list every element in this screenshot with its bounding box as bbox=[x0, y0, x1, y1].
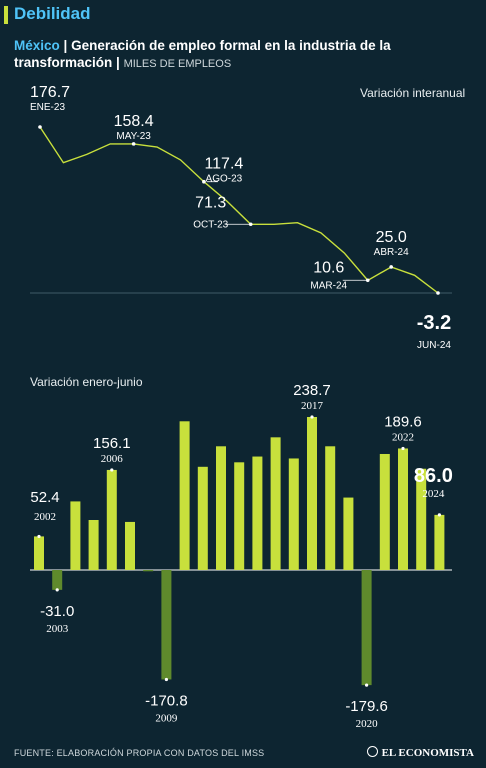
bar-value-label: -31.0 bbox=[40, 603, 74, 620]
bar-end-marker bbox=[37, 534, 41, 539]
bar-2008 bbox=[143, 570, 154, 572]
subtitle-units: MILES DE EMPLEOS bbox=[123, 58, 232, 70]
bar-end-marker bbox=[365, 683, 369, 687]
line-value-label: -3.2 bbox=[417, 312, 451, 334]
line-tick-label: ABR-24 bbox=[374, 247, 409, 258]
bar-2013 bbox=[234, 462, 245, 570]
bar-2006 bbox=[106, 469, 117, 570]
series-line bbox=[39, 126, 439, 294]
bar-2009 bbox=[161, 570, 172, 680]
line-value-label: 71.3 bbox=[195, 194, 226, 211]
bar-2010 bbox=[179, 421, 190, 570]
line-chart-title: Variación interanual bbox=[360, 86, 466, 100]
bar-2003 bbox=[52, 570, 63, 590]
bar-year-label: 2024 bbox=[422, 488, 445, 500]
line-value-label: 176.7 bbox=[30, 84, 70, 101]
line-value-label: 10.6 bbox=[313, 259, 344, 276]
footer-brand: EL ECONOMISTA bbox=[366, 746, 474, 759]
bar-year-label: 2017 bbox=[301, 400, 324, 412]
bar-end-marker bbox=[110, 468, 114, 472]
line-tick-label: ENE-23 bbox=[30, 102, 65, 113]
bar-2015 bbox=[270, 437, 281, 570]
bar-2019 bbox=[343, 497, 354, 570]
line-point-marker bbox=[131, 142, 136, 146]
line-value-label: 25.0 bbox=[376, 229, 407, 246]
bar-chart-title: Variación enero-junio bbox=[30, 375, 143, 389]
chart-subtitle: México | Generación de empleo formal en … bbox=[14, 37, 474, 73]
bar-2023 bbox=[416, 468, 427, 570]
bar-value-label: 86.0 bbox=[414, 465, 453, 487]
line-value-label: 117.4 bbox=[204, 156, 243, 173]
bar-2018 bbox=[325, 446, 336, 570]
bar-end-marker bbox=[310, 415, 314, 419]
line-tick-label: MAR-24 bbox=[310, 280, 347, 291]
bar-year-label: 2022 bbox=[392, 431, 414, 443]
bar-2022 bbox=[398, 448, 408, 570]
bar-year-label: 2020 bbox=[356, 718, 379, 730]
bar-2020 bbox=[361, 570, 372, 686]
bar-end-marker bbox=[164, 677, 168, 682]
bar-2005 bbox=[88, 520, 99, 570]
line-point-marker bbox=[436, 291, 440, 295]
bar-2016 bbox=[288, 458, 299, 570]
bar-2002 bbox=[34, 536, 44, 570]
line-point-marker bbox=[389, 265, 393, 269]
bar-value-label: 238.7 bbox=[293, 382, 331, 399]
line-tick-label: JUN-24 bbox=[417, 340, 451, 351]
bar-value-label: -170.8 bbox=[145, 692, 188, 709]
subtitle-text: Generación de empleo formal en la indust… bbox=[14, 38, 391, 70]
line-point-marker bbox=[202, 179, 206, 184]
footer-source: FUENTE: ELABORACIÓN PROPIA CON DATOS DEL… bbox=[14, 748, 265, 758]
bar-end-marker bbox=[437, 513, 441, 517]
bar-value-label: 156.1 bbox=[93, 435, 131, 452]
bar-2024 bbox=[434, 514, 445, 570]
line-tick-label: AGO-23 bbox=[206, 174, 243, 185]
brand-logo-icon bbox=[366, 746, 378, 757]
line-point-marker bbox=[38, 125, 42, 129]
line-tick-label: OCT-23 bbox=[193, 219, 228, 230]
bar-2007 bbox=[125, 521, 135, 570]
bar-year-label: 2002 bbox=[34, 511, 56, 523]
subtitle-country: México bbox=[14, 38, 60, 53]
line-tick-label: MAY-23 bbox=[116, 131, 151, 142]
bar-year-label: 2009 bbox=[155, 712, 178, 724]
bar-2004 bbox=[70, 501, 81, 570]
bar-2012 bbox=[216, 446, 226, 570]
page-title: Debilidad bbox=[14, 4, 91, 23]
bar-2011 bbox=[197, 466, 208, 570]
header-accent bbox=[4, 6, 8, 24]
bar-end-marker bbox=[401, 446, 405, 451]
bar-value-label: -179.6 bbox=[345, 698, 388, 715]
bar-end-marker bbox=[55, 588, 59, 592]
bar-value-label: 52.4 bbox=[30, 489, 59, 506]
brand-name: EL ECONOMISTA bbox=[381, 747, 474, 759]
bar-2021 bbox=[379, 453, 390, 570]
bar-value-label: 189.6 bbox=[384, 413, 422, 430]
subtitle-separator-2: | bbox=[116, 55, 124, 70]
bar-year-label: 2006 bbox=[101, 453, 124, 465]
line-value-label: 158.4 bbox=[114, 113, 154, 130]
bar-2017 bbox=[307, 417, 317, 570]
header-bar bbox=[0, 0, 486, 30]
bar-year-label: 2003 bbox=[46, 623, 69, 635]
bar-2014 bbox=[252, 456, 263, 570]
subtitle-separator: | bbox=[63, 38, 72, 53]
